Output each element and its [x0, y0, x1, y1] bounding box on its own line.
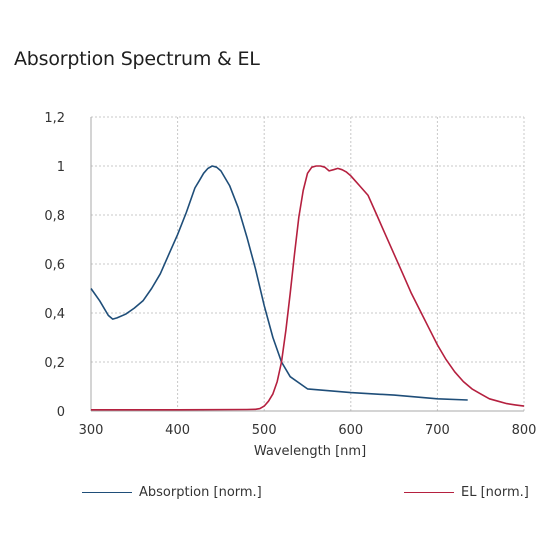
- legend-label-el: EL [norm.]: [461, 484, 529, 500]
- y-tick-label-4: 0,8: [44, 209, 65, 224]
- y-tick-label-0: 0: [57, 405, 65, 420]
- series-line-el: [91, 165, 525, 411]
- legend-absorption: Absorption [norm.]: [82, 482, 262, 502]
- y-tick-label-3: 0,6: [44, 258, 65, 273]
- x-axis-label: Wavelength [nm]: [254, 444, 366, 459]
- x-tick-label-400: 400: [165, 423, 190, 438]
- x-tick-label-600: 600: [338, 423, 363, 438]
- legend-swatch-absorption: [82, 491, 132, 493]
- x-tick-label-300: 300: [79, 423, 104, 438]
- legend-label-absorption: Absorption [norm.]: [139, 484, 262, 500]
- x-tick-label-500: 500: [252, 423, 277, 438]
- series-line-absorption: [90, 165, 468, 401]
- axis-layer: [90, 117, 524, 412]
- series-layer: [90, 165, 525, 411]
- x-tick-label-800: 800: [512, 423, 537, 438]
- legend-swatch-el: [404, 491, 454, 493]
- chart-title: Absorption Spectrum & EL: [14, 48, 260, 70]
- tick-layer: 300 400 500 600 700 800 0 0,2 0,4 0,6 0,8 1 1,2: [44, 111, 536, 438]
- y-tick-label-2: 0,4: [44, 307, 65, 322]
- grid-layer: [91, 116, 525, 411]
- y-tick-label-1: 0,2: [44, 356, 65, 371]
- y-tick-label-6: 1,2: [44, 111, 65, 126]
- y-tick-label-5: 1: [57, 160, 65, 175]
- legend-el: EL [norm.]: [404, 482, 529, 502]
- x-tick-label-700: 700: [425, 423, 450, 438]
